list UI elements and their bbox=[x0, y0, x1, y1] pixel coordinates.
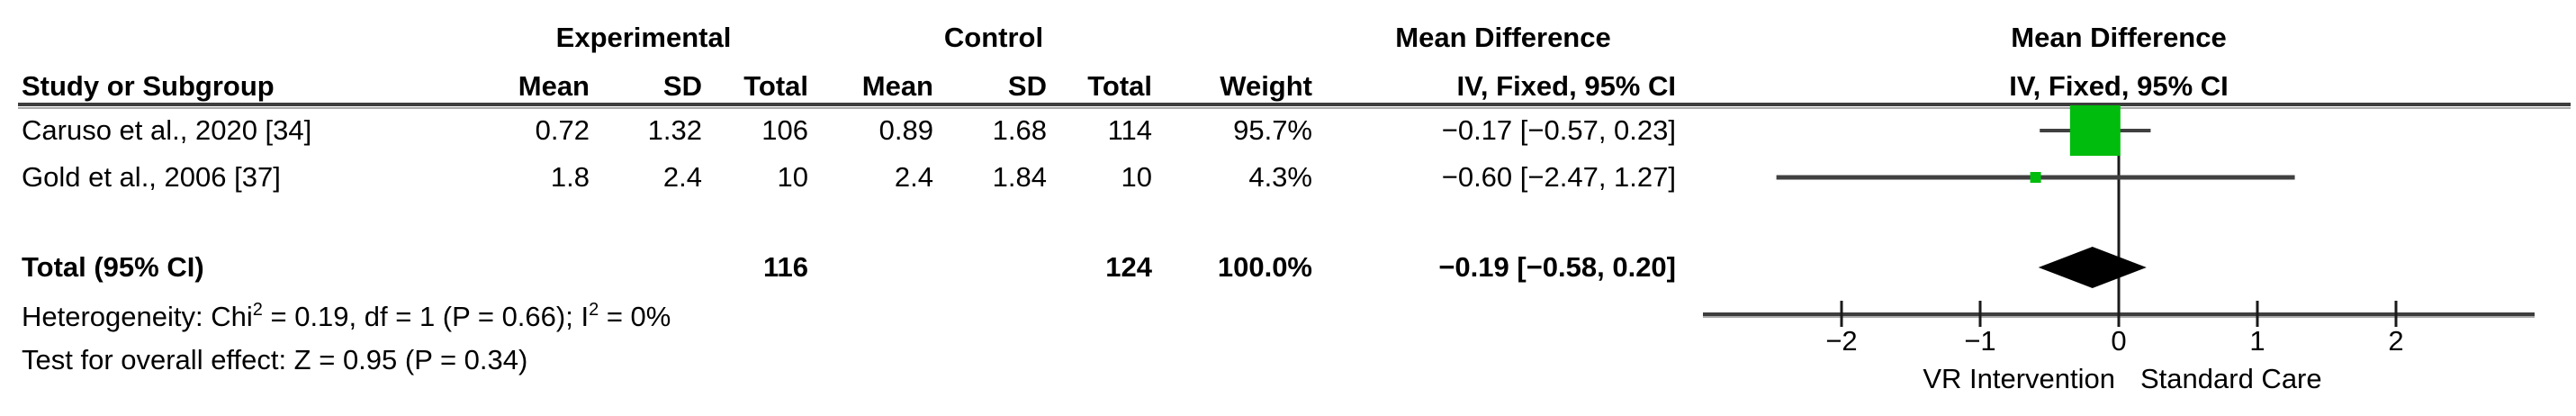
study-name: Caruso et al., 2020 [34] bbox=[22, 114, 312, 146]
col-ctl-total: Total bbox=[1087, 70, 1152, 102]
study-weight: 4.3% bbox=[1248, 161, 1312, 193]
study-ctl-sd: 1.68 bbox=[992, 114, 1047, 146]
study-exp-sd: 1.32 bbox=[647, 114, 702, 146]
overall-effect-text: Test for overall effect: Z = 0.95 (P = 0… bbox=[22, 344, 528, 375]
plot-header-mean-difference: Mean Difference bbox=[2011, 22, 2227, 53]
col-weight: Weight bbox=[1220, 70, 1312, 102]
header-rule-shadow bbox=[18, 107, 2571, 109]
tick-label: −2 bbox=[1825, 325, 1858, 357]
summary-diamond bbox=[2038, 247, 2147, 288]
total-ci-text: −0.19 [−0.58, 0.20] bbox=[1438, 251, 1676, 283]
i-squared-superscript: 2 bbox=[589, 300, 599, 320]
col-study-or-subgroup: Study or Subgroup bbox=[22, 70, 275, 102]
study-exp-total: 10 bbox=[777, 161, 808, 193]
total-exp-total: 116 bbox=[762, 251, 808, 283]
col-exp-mean: Mean bbox=[518, 70, 590, 102]
heterogeneity-text: Heterogeneity: Chi2 = 0.19, df = 1 (P = … bbox=[22, 300, 671, 332]
axis-label-right: Standard Care bbox=[2140, 363, 2322, 394]
study-ctl-mean: 2.4 bbox=[894, 161, 933, 193]
tick-label: 2 bbox=[2388, 325, 2404, 357]
tick-label: 0 bbox=[2111, 325, 2127, 357]
col-ci: IV, Fixed, 95% CI bbox=[1456, 70, 1676, 102]
col-ctl-sd: SD bbox=[1007, 70, 1047, 102]
tick-label: −1 bbox=[1964, 325, 1996, 357]
total-ctl-total: 124 bbox=[1105, 251, 1152, 283]
study-ctl-total: 114 bbox=[1107, 114, 1152, 146]
effect-square bbox=[2069, 105, 2121, 156]
effect-square bbox=[2030, 172, 2041, 183]
study-exp-total: 106 bbox=[761, 114, 808, 146]
header-rule bbox=[18, 103, 2571, 106]
plot-header-ci: IV, Fixed, 95% CI bbox=[2009, 70, 2229, 102]
study-exp-mean: 1.8 bbox=[550, 161, 590, 193]
group-header-experimental: Experimental bbox=[555, 22, 732, 53]
total-weight: 100.0% bbox=[1217, 251, 1312, 283]
study-ctl-mean: 0.89 bbox=[878, 114, 933, 146]
group-header-control: Control bbox=[943, 22, 1044, 53]
tick-label: 1 bbox=[2249, 325, 2265, 357]
total-label: Total (95% CI) bbox=[22, 251, 204, 283]
study-exp-mean: 0.72 bbox=[535, 114, 590, 146]
study-ci-text: −0.60 [−2.47, 1.27] bbox=[1441, 161, 1676, 193]
study-ctl-sd: 1.84 bbox=[992, 161, 1047, 193]
axis-label-left: VR Intervention bbox=[1923, 363, 2115, 394]
col-ctl-mean: Mean bbox=[861, 70, 933, 102]
study-ctl-total: 10 bbox=[1121, 161, 1152, 193]
study-ci-text: −0.17 [−0.57, 0.23] bbox=[1441, 114, 1676, 146]
col-exp-sd: SD bbox=[662, 70, 702, 102]
chi-squared-superscript: 2 bbox=[252, 300, 263, 320]
study-name: Gold et al., 2006 [37] bbox=[22, 161, 281, 193]
group-header-mean-difference: Mean Difference bbox=[1395, 22, 1611, 53]
study-exp-sd: 2.4 bbox=[662, 161, 702, 193]
study-weight: 95.7% bbox=[1233, 114, 1312, 146]
col-exp-total: Total bbox=[743, 70, 808, 102]
